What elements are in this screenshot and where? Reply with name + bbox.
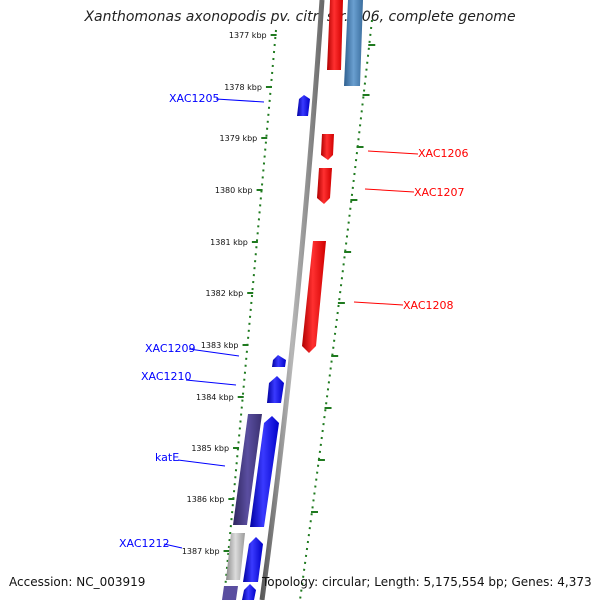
leader-kate [177,459,226,467]
gene-arrow-xac1212[interactable] [243,537,263,582]
gene-label-kate[interactable]: katE [155,451,179,464]
genome-backbone [259,0,325,600]
cds-bar-kate [233,414,262,525]
leader-xac1207 [364,188,415,193]
cds-bar-bottom [222,586,238,600]
scale-tick-label: 1382 kbp [206,289,244,298]
leader-xac1210 [185,379,237,386]
gene-arrow-xac1205[interactable] [297,95,310,116]
gene-arrow-xac1207[interactable] [317,168,332,204]
accession-text: Accession: NC_003919 [9,575,146,589]
gene-label-xac1209[interactable]: XAC1209 [145,342,196,355]
leader-xac1206 [367,150,419,155]
left-scale-track [223,29,277,600]
scale-tick-label: 1387 kbp [182,547,220,556]
cds-bar-xac1212 [226,533,245,580]
leader-xac1209 [188,348,240,357]
scale-tick-label: 1380 kbp [215,186,253,195]
leader-xac1212 [163,543,183,549]
leader-xac1205 [215,98,265,103]
scale-tick-label: 1384 kbp [196,393,234,402]
scale-tick-label: 1379 kbp [220,134,258,143]
scale-tick-label: 1383 kbp [201,341,239,350]
gene-label-xac1212[interactable]: XAC1212 [119,537,170,550]
map-title: Xanthomonas axonopodis pv. citri str. 30… [84,9,516,25]
scale-ticks: 1377 kbp 1378 kbp 1379 kbp 1380 kbp 1381 kbp… [182,31,376,556]
gene-arrow-xac1206[interactable] [321,134,334,160]
cds-bar-steel-top [344,0,363,86]
gene-arrow-xac1209[interactable] [272,355,286,367]
gene-arrow-kate[interactable] [250,416,279,527]
gene-label-xac1207[interactable]: XAC1207 [414,186,465,199]
gene-arrow-xac1208[interactable] [302,241,326,353]
gene-arrow-xac1210[interactable] [267,376,284,403]
gene-arrow-bottom[interactable] [242,584,256,600]
gene-label-xac1206[interactable]: XAC1206 [418,147,469,160]
scale-tick-label: 1386 kbp [187,495,225,504]
scale-tick-label: 1378 kbp [224,83,262,92]
leader-xac1208 [353,301,404,306]
scale-tick-label: 1381 kbp [210,238,248,247]
scale-tick-label: 1385 kbp [191,444,229,453]
topology-text: Topology: circular; Length: 5,175,554 bp… [262,575,592,589]
gene-label-xac1205[interactable]: XAC1205 [169,92,220,105]
scale-tick-label: 1377 kbp [229,31,267,40]
cds-bar-red-top [327,0,343,70]
gene-label-xac1210[interactable]: XAC1210 [141,370,192,383]
gene-label-xac1208[interactable]: XAC1208 [403,299,454,312]
